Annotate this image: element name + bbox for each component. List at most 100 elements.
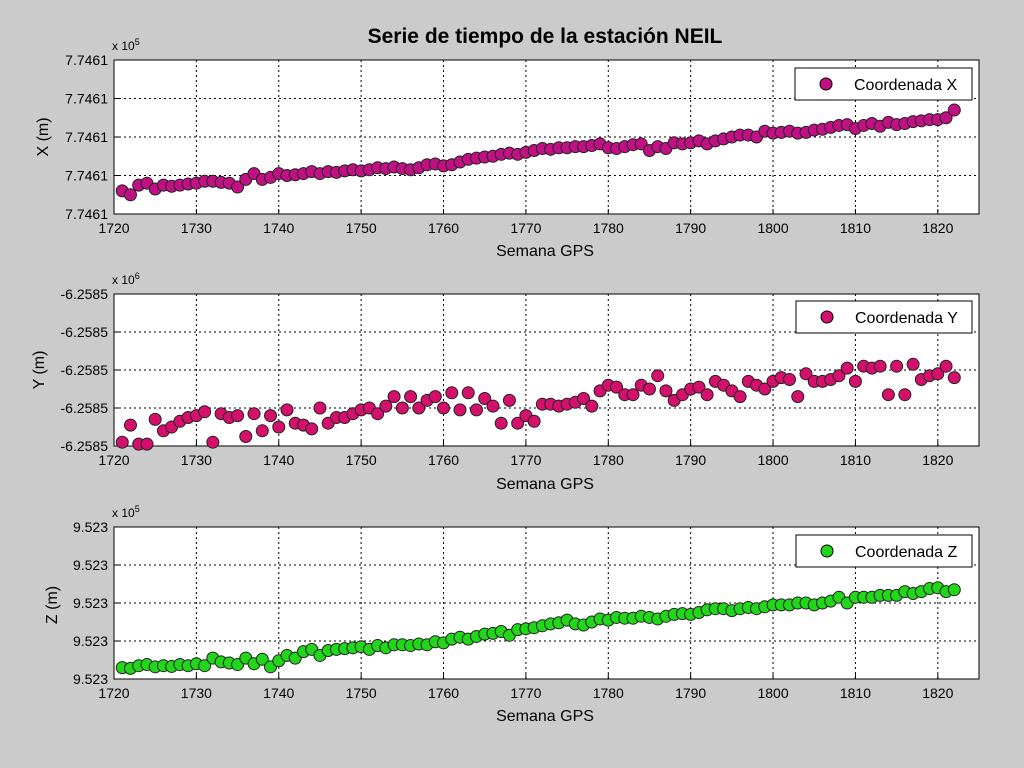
panel-x-xtick-label: 1810	[840, 220, 871, 236]
panel-y-data-point	[247, 407, 261, 421]
panel-y-data-point	[890, 359, 904, 373]
panel-y-data-point	[947, 371, 961, 385]
panel-z-ytick-label: 9.523	[73, 557, 108, 573]
panel-z-data-point	[198, 659, 212, 673]
panel-y-data-point	[371, 407, 385, 421]
panel-x-ytick-label: 7.7461	[65, 129, 108, 145]
panel-y: x 106 -6.2585 -6.2585 -6.2585 -6.2585 -6.258…	[31, 271, 980, 493]
panel-y-ylabel: Y (m)	[31, 351, 48, 390]
panel-y-data-point	[478, 392, 492, 405]
panel-y-data-point	[651, 369, 665, 383]
panel-y-legend: Coordenada Y	[795, 300, 973, 334]
panel-y-data-point	[280, 403, 294, 417]
panel-z: x 105 9.523 9.523 9.523 9.523 9.523 1720 1730…	[44, 504, 980, 725]
panel-y-data-point	[931, 367, 945, 381]
panel-y-data-point	[659, 384, 673, 398]
panel-z-xtick-label: 1780	[593, 685, 624, 701]
panel-y-legend-marker	[820, 310, 834, 324]
panel-y-ytick-label: -6.2585	[61, 362, 109, 378]
panel-z-yticks: 9.523 9.523 9.523 9.523 9.523	[73, 519, 119, 687]
panel-y-data-point	[511, 416, 525, 430]
panel-y-data-point	[610, 380, 624, 394]
panel-y-xtick-label: 1720	[98, 452, 129, 468]
panel-y-points	[115, 357, 961, 451]
panel-y-data-point	[898, 388, 912, 402]
panel-y-data-point	[445, 386, 459, 400]
panel-y-data-point	[939, 359, 953, 373]
panel-y-data-point	[461, 386, 475, 400]
panel-y-data-point	[453, 403, 467, 417]
panel-y-xtick-label: 1790	[675, 452, 706, 468]
panel-y-data-point	[700, 388, 714, 402]
panel-y-xticks: 1720 1730 1740 1750 1760 1770 1780 1790 1800 1810…	[98, 441, 954, 468]
panel-x-points	[115, 103, 961, 202]
panel-y-data-point	[428, 390, 442, 404]
panel-y-ytick-label: -6.2585	[61, 438, 109, 454]
panel-x-legend: Coordenada X	[794, 67, 973, 101]
panel-y-xtick-label: 1770	[510, 452, 541, 468]
panel-z-legend-marker	[820, 544, 834, 558]
panel-x-xtick-label: 1800	[757, 220, 788, 236]
panel-x-ytick-label: 7.7461	[65, 168, 108, 184]
panel-x-legend-label: Coordenada X	[854, 77, 958, 94]
panel-x-ylabel: X (m)	[35, 117, 52, 156]
panel-x-xtick-label: 1730	[181, 220, 212, 236]
panel-y-data-point	[264, 409, 278, 423]
panel-y-ytick-label: -6.2585	[61, 324, 109, 340]
panel-z-xtick-label: 1810	[840, 685, 871, 701]
panel-y-xtick-label: 1780	[593, 452, 624, 468]
panel-z-legend: Coordenada Z	[795, 534, 973, 568]
panel-y-data-point	[791, 390, 805, 404]
panel-z-ytick-label: 9.523	[73, 519, 108, 535]
panel-z-ytick-label: 9.523	[73, 671, 108, 687]
panel-y-data-point	[437, 401, 451, 415]
panel-y-ytick-label: -6.2585	[61, 400, 109, 416]
panel-z-xtick-label: 1770	[510, 685, 541, 701]
panel-y-data-point	[577, 392, 591, 405]
panel-y-data-point	[140, 437, 154, 451]
panel-x-ytick-label: 7.7461	[65, 91, 108, 107]
panel-x-ytick-label: 7.7461	[65, 206, 108, 222]
panel-x-xtick-label: 1780	[593, 220, 624, 236]
panel-y-exponent: x 106	[112, 271, 140, 287]
panel-z-data-point	[255, 652, 269, 666]
panel-y-data-point	[626, 388, 640, 402]
panel-x-xtick-label: 1820	[922, 220, 953, 236]
panel-z-xtick-label: 1730	[181, 685, 212, 701]
panel-x: x 105 7.7461 7.7461 7.7461 7.7461 7.7461 172…	[35, 37, 980, 260]
panel-y-data-point	[783, 373, 797, 386]
panel-y-data-point	[115, 435, 129, 449]
panel-z-xtick-label: 1820	[922, 685, 953, 701]
panel-y-data-point	[840, 361, 854, 375]
panel-y-xtick-label: 1730	[181, 452, 212, 468]
panel-z-ylabel: Z (m)	[44, 586, 61, 624]
panel-x-data-point	[123, 188, 137, 202]
panel-y-legend-label: Coordenada Y	[855, 310, 958, 327]
panel-y-data-point	[404, 390, 418, 404]
panel-x-xtick-label: 1720	[98, 220, 129, 236]
panel-x-xtick-label: 1740	[263, 220, 294, 236]
panel-z-xtick-label: 1790	[675, 685, 706, 701]
panel-y-data-point	[832, 369, 846, 383]
panel-z-xticks: 1720 1730 1740 1750 1760 1770 1780 1790 1800 1810…	[98, 674, 954, 701]
panel-z-points	[115, 581, 961, 675]
panel-y-xtick-label: 1800	[757, 452, 788, 468]
panel-x-xlabel: Semana GPS	[496, 243, 594, 260]
panel-x-ytick-label: 7.7461	[65, 52, 108, 68]
panel-x-xtick-label: 1750	[346, 220, 377, 236]
panel-y-xtick-label: 1750	[346, 452, 377, 468]
panel-y-xlabel: Semana GPS	[496, 476, 594, 493]
panel-y-data-point	[395, 401, 409, 415]
figure-title: Serie de tiempo de la estación NEIL	[368, 25, 723, 48]
panel-x-xtick-label: 1760	[428, 220, 459, 236]
panel-y-data-point	[239, 430, 253, 443]
panel-y-data-point	[379, 399, 393, 413]
panel-y-ytick-label: -6.2585	[61, 286, 109, 302]
panel-y-data-point	[206, 435, 220, 449]
panel-y-data-point	[255, 424, 269, 438]
panel-z-data-point	[947, 583, 961, 597]
panel-y-data-point	[494, 416, 508, 430]
panel-y-data-point	[502, 393, 516, 407]
panel-x-yticks: 7.7461 7.7461 7.7461 7.7461 7.7461	[65, 52, 119, 222]
panel-z-xtick-label: 1800	[757, 685, 788, 701]
